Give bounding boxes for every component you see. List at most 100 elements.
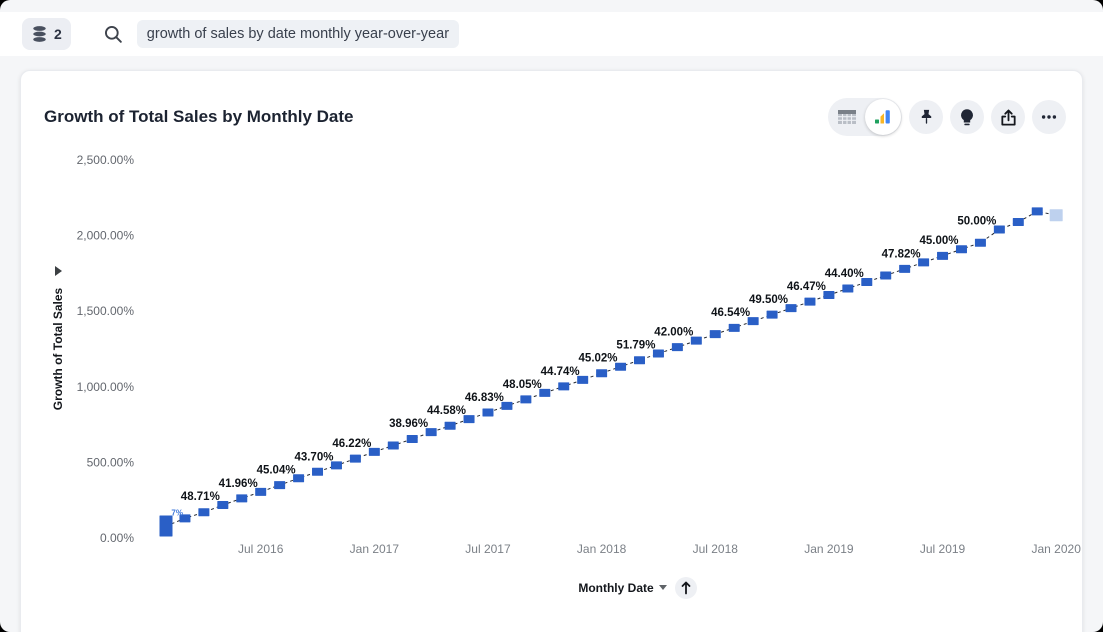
x-axis-tick-label: Jul 2017 bbox=[465, 542, 511, 556]
data-point[interactable] bbox=[823, 291, 835, 300]
data-point[interactable] bbox=[974, 238, 986, 247]
data-point[interactable] bbox=[349, 454, 361, 463]
table-view-icon bbox=[838, 110, 856, 124]
data-point[interactable] bbox=[842, 284, 854, 293]
caret-right-icon[interactable] bbox=[55, 266, 62, 276]
data-point[interactable] bbox=[1012, 217, 1024, 226]
pin-button[interactable] bbox=[909, 100, 943, 134]
search-icon bbox=[104, 25, 122, 43]
data-point-label: 49.50% bbox=[749, 294, 788, 306]
table-view-button[interactable] bbox=[829, 99, 865, 135]
data-point[interactable] bbox=[425, 428, 437, 437]
search-bar[interactable]: growth of sales by date monthly year-ove… bbox=[103, 20, 1081, 48]
x-axis-tick-label: Jan 2018 bbox=[577, 542, 627, 556]
y-axis-tick-label: 2,000.00% bbox=[77, 229, 135, 243]
data-point[interactable] bbox=[880, 271, 892, 280]
data-point[interactable] bbox=[330, 461, 342, 470]
data-point[interactable] bbox=[1031, 207, 1043, 216]
data-point-label: 47.82% bbox=[882, 248, 921, 260]
data-point-label: 45.02% bbox=[579, 353, 618, 365]
data-point-label: 48.71% bbox=[181, 491, 220, 503]
data-point[interactable] bbox=[899, 264, 911, 273]
data-point[interactable] bbox=[179, 514, 191, 523]
data-point[interactable] bbox=[539, 388, 551, 397]
data-point-label: 46.54% bbox=[711, 307, 750, 319]
data-point[interactable] bbox=[312, 467, 324, 476]
sort-ascending-icon[interactable] bbox=[681, 581, 691, 595]
data-point[interactable] bbox=[861, 278, 873, 287]
data-point[interactable] bbox=[368, 447, 380, 456]
data-point-label: 41.96% bbox=[219, 478, 258, 490]
data-point-label: 44.74% bbox=[541, 366, 580, 378]
data-point[interactable] bbox=[804, 297, 816, 306]
data-point[interactable] bbox=[596, 369, 608, 378]
chart-view-button[interactable] bbox=[865, 99, 901, 135]
more-options-button[interactable] bbox=[1032, 100, 1066, 134]
data-point[interactable] bbox=[501, 401, 513, 410]
data-point[interactable] bbox=[274, 481, 286, 490]
data-point[interactable] bbox=[955, 245, 967, 254]
data-point[interactable] bbox=[482, 408, 494, 417]
data-point[interactable] bbox=[558, 382, 570, 391]
caret-down-icon[interactable] bbox=[659, 585, 667, 590]
x-axis-tick-label: Jul 2018 bbox=[693, 542, 739, 556]
data-point-label: 46.22% bbox=[332, 438, 371, 450]
chart-view-icon bbox=[875, 110, 890, 124]
x-axis-tick-label: Jul 2016 bbox=[238, 542, 284, 556]
data-point[interactable] bbox=[293, 474, 305, 483]
view-toggle bbox=[828, 98, 902, 136]
data-point[interactable] bbox=[766, 310, 778, 319]
data-source-button[interactable]: 2 bbox=[22, 18, 71, 50]
data-point-label: 46.47% bbox=[787, 281, 826, 293]
data-point[interactable] bbox=[255, 487, 267, 496]
x-axis-tick-label: Jul 2019 bbox=[920, 542, 966, 556]
data-point[interactable] bbox=[690, 336, 702, 345]
data-point[interactable] bbox=[993, 225, 1005, 234]
data-point-label: 48.05% bbox=[503, 379, 542, 391]
x-axis-tick-label: Jan 2019 bbox=[804, 542, 854, 556]
data-point-label: 44.40% bbox=[825, 268, 864, 280]
data-point[interactable] bbox=[159, 515, 173, 537]
data-point[interactable] bbox=[937, 251, 949, 260]
more-options-icon bbox=[1041, 115, 1057, 119]
search-query-token[interactable]: growth of sales by date monthly year-ove… bbox=[136, 20, 460, 48]
data-point[interactable] bbox=[634, 356, 645, 365]
data-point[interactable] bbox=[652, 349, 664, 358]
top-search-bar: 2 growth of sales by date monthly year-o… bbox=[0, 12, 1103, 56]
data-point-label: 44.58% bbox=[427, 405, 466, 417]
y-axis-title[interactable]: Growth of Total Sales bbox=[51, 287, 65, 410]
data-point[interactable] bbox=[747, 317, 759, 326]
data-point[interactable] bbox=[671, 343, 683, 352]
data-point-label: 46.83% bbox=[465, 392, 504, 404]
database-icon bbox=[33, 26, 46, 42]
data-point-label: 38.96% bbox=[389, 418, 428, 430]
data-point[interactable] bbox=[406, 434, 418, 443]
data-point-label: 43.70% bbox=[294, 451, 333, 463]
data-point[interactable] bbox=[520, 395, 532, 404]
x-axis-tick-label: Jan 2017 bbox=[350, 542, 400, 556]
insights-button[interactable] bbox=[950, 100, 984, 134]
data-point[interactable] bbox=[709, 330, 721, 339]
data-point-label: 45.04% bbox=[257, 464, 296, 476]
pin-icon bbox=[921, 109, 931, 124]
lightbulb-icon bbox=[961, 108, 973, 125]
data-point[interactable] bbox=[785, 304, 797, 313]
data-point[interactable] bbox=[615, 362, 627, 371]
data-point-label-small: 7% bbox=[171, 508, 183, 517]
data-point[interactable] bbox=[387, 441, 399, 450]
y-axis-tick-label: 1,000.00% bbox=[77, 380, 135, 394]
data-point[interactable] bbox=[577, 375, 589, 384]
data-point[interactable] bbox=[198, 508, 210, 517]
data-point[interactable] bbox=[918, 258, 930, 267]
data-point[interactable] bbox=[236, 494, 248, 503]
data-point[interactable] bbox=[728, 323, 740, 332]
data-point[interactable] bbox=[217, 501, 229, 510]
x-axis-title[interactable]: Monthly Date bbox=[578, 581, 654, 595]
y-axis-tick-label: 0.00% bbox=[100, 531, 134, 545]
data-point[interactable] bbox=[463, 415, 475, 424]
data-point[interactable] bbox=[444, 421, 456, 430]
share-button[interactable] bbox=[991, 100, 1025, 134]
card-toolbar bbox=[828, 98, 1066, 136]
data-point[interactable] bbox=[1049, 209, 1063, 222]
